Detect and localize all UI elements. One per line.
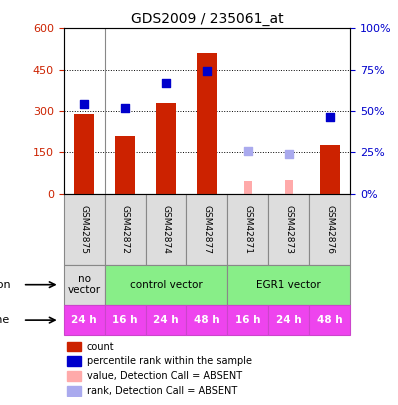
Bar (285, 180, 293, 194)
Bar (66, 341, 81, 352)
FancyBboxPatch shape (268, 194, 309, 264)
FancyBboxPatch shape (64, 194, 105, 264)
Text: 24 h: 24 h (276, 315, 302, 325)
Text: value, Detection Call = ABSENT: value, Detection Call = ABSENT (87, 371, 242, 381)
Text: time: time (0, 315, 10, 325)
FancyBboxPatch shape (227, 305, 268, 335)
FancyBboxPatch shape (105, 305, 146, 335)
Text: 24 h: 24 h (71, 315, 97, 325)
FancyBboxPatch shape (187, 305, 227, 335)
Text: rank, Detection Call = ABSENT: rank, Detection Call = ABSENT (87, 386, 237, 396)
Point (163, 80, 169, 87)
FancyBboxPatch shape (64, 264, 105, 305)
Bar (66, 371, 81, 381)
Text: GSM42871: GSM42871 (244, 205, 252, 254)
FancyBboxPatch shape (187, 194, 227, 264)
FancyBboxPatch shape (146, 305, 187, 335)
Text: GSM42877: GSM42877 (203, 205, 211, 254)
Bar (115, 136, 135, 194)
Point (204, 68, 210, 74)
Text: count: count (87, 341, 114, 352)
Bar (66, 356, 81, 366)
Bar (74, 114, 94, 194)
Text: GSM42874: GSM42874 (162, 205, 170, 254)
FancyBboxPatch shape (146, 194, 187, 264)
FancyBboxPatch shape (309, 194, 350, 264)
Text: control vector: control vector (130, 280, 203, 290)
FancyBboxPatch shape (227, 264, 350, 305)
Bar (66, 386, 81, 396)
FancyBboxPatch shape (105, 194, 146, 264)
Text: 16 h: 16 h (112, 315, 138, 325)
Bar (320, 145, 340, 194)
Bar (197, 53, 217, 194)
Text: GSM42872: GSM42872 (121, 205, 130, 254)
Text: 16 h: 16 h (235, 315, 261, 325)
Text: percentile rank within the sample: percentile rank within the sample (87, 356, 252, 366)
FancyBboxPatch shape (227, 194, 268, 264)
Bar (156, 103, 176, 194)
FancyBboxPatch shape (309, 305, 350, 335)
Point (122, 105, 128, 111)
Text: 24 h: 24 h (153, 315, 179, 325)
Point (245, 148, 251, 154)
Text: GSM42876: GSM42876 (325, 205, 334, 254)
Bar (244, 181, 252, 194)
Text: EGR1 vector: EGR1 vector (256, 280, 321, 290)
Text: no
vector: no vector (68, 274, 101, 296)
Text: GSM42873: GSM42873 (284, 205, 293, 254)
Title: GDS2009 / 235061_at: GDS2009 / 235061_at (131, 12, 283, 26)
Point (286, 151, 292, 157)
FancyBboxPatch shape (268, 305, 309, 335)
Text: GSM42875: GSM42875 (80, 205, 89, 254)
Point (81, 101, 87, 107)
Text: 48 h: 48 h (194, 315, 220, 325)
Text: 48 h: 48 h (317, 315, 343, 325)
FancyBboxPatch shape (64, 305, 105, 335)
Text: infection: infection (0, 280, 10, 290)
Point (327, 113, 333, 120)
FancyBboxPatch shape (105, 264, 227, 305)
